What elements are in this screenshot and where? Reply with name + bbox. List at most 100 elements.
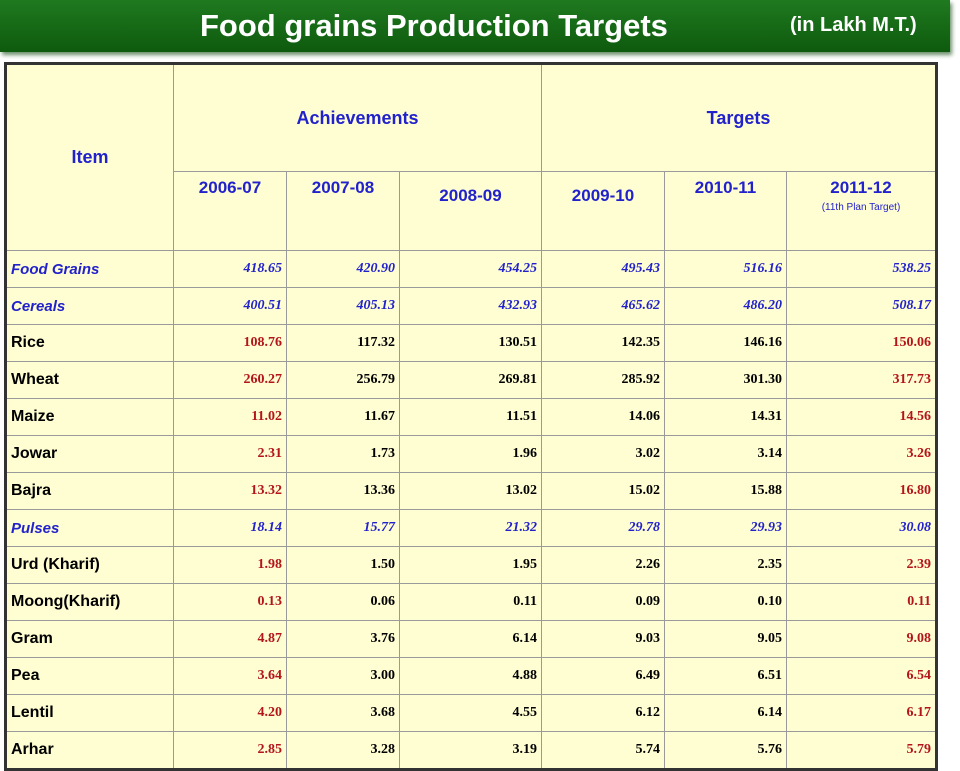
value-cell: 6.17 bbox=[786, 694, 937, 732]
value-cell: 0.09 bbox=[541, 583, 665, 621]
value-cell: 260.27 bbox=[173, 361, 287, 399]
value-cell: 256.79 bbox=[286, 361, 400, 399]
value-cell: 1.95 bbox=[399, 546, 542, 584]
value-cell: 486.20 bbox=[664, 287, 787, 325]
value-cell: 465.62 bbox=[541, 287, 665, 325]
value-cell: 13.02 bbox=[399, 472, 542, 510]
value-cell: 432.93 bbox=[399, 287, 542, 325]
value-cell: 30.08 bbox=[786, 509, 937, 547]
value-cell: 108.76 bbox=[173, 324, 287, 362]
value-cell: 3.14 bbox=[664, 435, 787, 473]
value-cell: 11.51 bbox=[399, 398, 542, 436]
value-cell: 420.90 bbox=[286, 250, 400, 288]
value-cell: 6.51 bbox=[664, 657, 787, 695]
value-cell: 13.36 bbox=[286, 472, 400, 510]
value-cell: 6.54 bbox=[786, 657, 937, 695]
row-label: Gram bbox=[5, 620, 174, 658]
units-label: (in Lakh M.T.) bbox=[790, 14, 917, 36]
value-cell: 18.14 bbox=[173, 509, 287, 547]
value-cell: 0.13 bbox=[173, 583, 287, 621]
value-cell: 495.43 bbox=[541, 250, 665, 288]
table-row: Rice 108.76 117.32 130.51 142.35 146.16 150.06 bbox=[5, 324, 937, 362]
value-cell: 6.14 bbox=[664, 694, 787, 732]
value-cell: 3.64 bbox=[173, 657, 287, 695]
value-cell: 9.05 bbox=[664, 620, 787, 658]
row-label: Food Grains bbox=[5, 250, 174, 288]
value-cell: 4.87 bbox=[173, 620, 287, 658]
value-cell: 117.32 bbox=[286, 324, 400, 362]
value-cell: 301.30 bbox=[664, 361, 787, 399]
year-header: 2009-10 bbox=[541, 171, 665, 251]
value-cell: 6.14 bbox=[399, 620, 542, 658]
header-row-years: 2006-07 2007-08 2008-09 2009-10 2010-11 … bbox=[6, 171, 937, 251]
production-table: Item Achievements Targets 2006-07 2007-0… bbox=[4, 62, 938, 771]
value-cell: 0.10 bbox=[664, 583, 787, 621]
row-label: Arhar bbox=[5, 731, 174, 770]
value-cell: 2.39 bbox=[786, 546, 937, 584]
row-label: Rice bbox=[5, 324, 174, 362]
value-cell: 6.12 bbox=[541, 694, 665, 732]
page-title: Food grains Production Targets bbox=[200, 8, 668, 43]
value-cell: 9.03 bbox=[541, 620, 665, 658]
value-cell: 2.85 bbox=[173, 731, 287, 770]
row-label: Bajra bbox=[5, 472, 174, 510]
year-header: 2007-08 bbox=[286, 171, 400, 251]
value-cell: 5.79 bbox=[786, 731, 937, 770]
value-cell: 0.11 bbox=[786, 583, 937, 621]
year-header-last: 2011-12 (11th Plan Target) bbox=[786, 171, 937, 251]
row-label: Wheat bbox=[5, 361, 174, 399]
value-cell: 3.68 bbox=[286, 694, 400, 732]
value-cell: 16.80 bbox=[786, 472, 937, 510]
value-cell: 4.20 bbox=[173, 694, 287, 732]
targets-header: Targets bbox=[541, 63, 937, 172]
table-row: Urd (Kharif) 1.98 1.50 1.95 2.26 2.35 2.39 bbox=[5, 546, 937, 584]
value-cell: 1.73 bbox=[286, 435, 400, 473]
value-cell: 1.96 bbox=[399, 435, 542, 473]
row-label: Pea bbox=[5, 657, 174, 695]
value-cell: 269.81 bbox=[399, 361, 542, 399]
value-cell: 454.25 bbox=[399, 250, 542, 288]
row-label: Urd (Kharif) bbox=[5, 546, 174, 584]
value-cell: 5.76 bbox=[664, 731, 787, 770]
value-cell: 3.26 bbox=[786, 435, 937, 473]
value-cell: 150.06 bbox=[786, 324, 937, 362]
row-label: Maize bbox=[5, 398, 174, 436]
value-cell: 285.92 bbox=[541, 361, 665, 399]
table-row: Arhar 2.85 3.28 3.19 5.74 5.76 5.79 bbox=[5, 731, 937, 770]
value-cell: 2.31 bbox=[173, 435, 287, 473]
table-row: Moong(Kharif) 0.13 0.06 0.11 0.09 0.10 0.11 bbox=[5, 583, 937, 621]
year-header: 2006-07 bbox=[173, 171, 287, 251]
achievements-header: Achievements bbox=[173, 63, 542, 172]
value-cell: 400.51 bbox=[173, 287, 287, 325]
value-cell: 14.06 bbox=[541, 398, 665, 436]
value-cell: 2.26 bbox=[541, 546, 665, 584]
value-cell: 418.65 bbox=[173, 250, 287, 288]
value-cell: 4.55 bbox=[399, 694, 542, 732]
table-row: Jowar 2.31 1.73 1.96 3.02 3.14 3.26 bbox=[5, 435, 937, 473]
value-cell: 5.74 bbox=[541, 731, 665, 770]
value-cell: 29.93 bbox=[664, 509, 787, 547]
value-cell: 29.78 bbox=[541, 509, 665, 547]
year-label: 2011-12 bbox=[830, 178, 892, 197]
value-cell: 9.08 bbox=[786, 620, 937, 658]
item-header: Item bbox=[5, 63, 174, 251]
plan-target-note: (11th Plan Target) bbox=[821, 202, 901, 213]
value-cell: 14.31 bbox=[664, 398, 787, 436]
value-cell: 3.00 bbox=[286, 657, 400, 695]
title-bar: Food grains Production Targets (in Lakh … bbox=[0, 0, 950, 52]
value-cell: 3.76 bbox=[286, 620, 400, 658]
value-cell: 405.13 bbox=[286, 287, 400, 325]
value-cell: 130.51 bbox=[399, 324, 542, 362]
value-cell: 14.56 bbox=[786, 398, 937, 436]
year-header: 2010-11 bbox=[664, 171, 787, 251]
value-cell: 516.16 bbox=[664, 250, 787, 288]
row-label: Cereals bbox=[5, 287, 174, 325]
table-row: Cereals 400.51 405.13 432.93 465.62 486.20 508… bbox=[5, 287, 937, 325]
table-row: Gram 4.87 3.76 6.14 9.03 9.05 9.08 bbox=[5, 620, 937, 658]
value-cell: 15.88 bbox=[664, 472, 787, 510]
value-cell: 21.32 bbox=[399, 509, 542, 547]
row-label: Pulses bbox=[5, 509, 174, 547]
value-cell: 3.02 bbox=[541, 435, 665, 473]
table-row: Pea 3.64 3.00 4.88 6.49 6.51 6.54 bbox=[5, 657, 937, 695]
row-label: Lentil bbox=[5, 694, 174, 732]
